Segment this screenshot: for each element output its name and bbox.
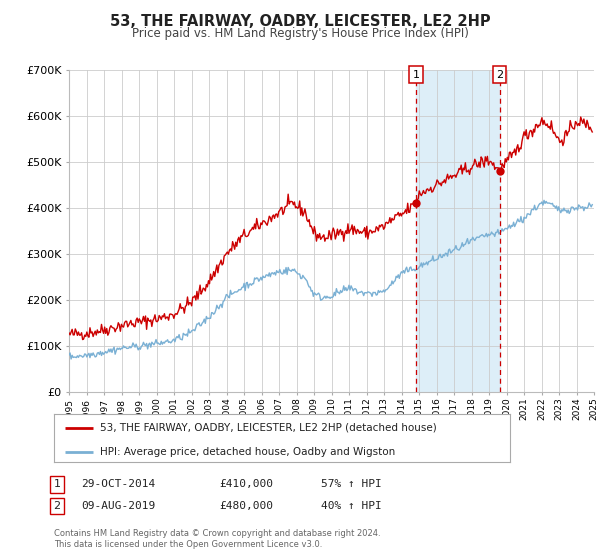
Text: Price paid vs. HM Land Registry's House Price Index (HPI): Price paid vs. HM Land Registry's House … bbox=[131, 27, 469, 40]
Text: £480,000: £480,000 bbox=[219, 501, 273, 511]
Text: 53, THE FAIRWAY, OADBY, LEICESTER, LE2 2HP: 53, THE FAIRWAY, OADBY, LEICESTER, LE2 2… bbox=[110, 14, 490, 29]
Text: 53, THE FAIRWAY, OADBY, LEICESTER, LE2 2HP (detached house): 53, THE FAIRWAY, OADBY, LEICESTER, LE2 2… bbox=[100, 423, 436, 433]
Text: Contains HM Land Registry data © Crown copyright and database right 2024.
This d: Contains HM Land Registry data © Crown c… bbox=[54, 529, 380, 549]
Text: 29-OCT-2014: 29-OCT-2014 bbox=[81, 479, 155, 489]
Text: 09-AUG-2019: 09-AUG-2019 bbox=[81, 501, 155, 511]
Text: HPI: Average price, detached house, Oadby and Wigston: HPI: Average price, detached house, Oadb… bbox=[100, 446, 395, 456]
Text: 2: 2 bbox=[53, 501, 61, 511]
Bar bbox=[416, 70, 500, 392]
Text: 57% ↑ HPI: 57% ↑ HPI bbox=[321, 479, 382, 489]
Text: 2: 2 bbox=[496, 69, 503, 80]
Text: 1: 1 bbox=[413, 69, 419, 80]
Text: £410,000: £410,000 bbox=[219, 479, 273, 489]
Text: 1: 1 bbox=[53, 479, 61, 489]
Text: 40% ↑ HPI: 40% ↑ HPI bbox=[321, 501, 382, 511]
